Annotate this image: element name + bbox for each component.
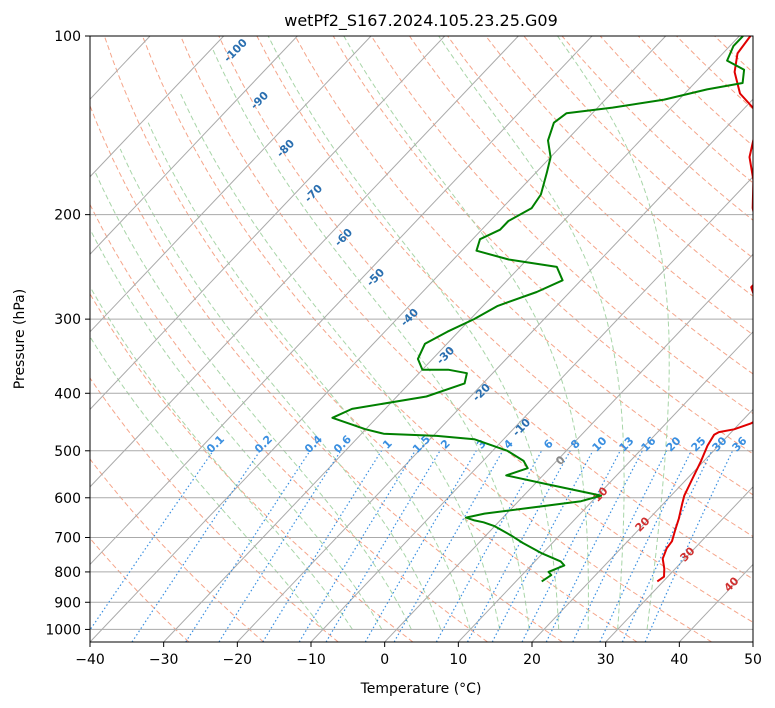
isotherm-line	[90, 36, 667, 642]
x-tick-label: 50	[744, 652, 762, 668]
y-tick-label: 600	[54, 491, 81, 507]
y-tick-label: 200	[54, 208, 81, 224]
dry-adiabat-line	[90, 104, 563, 642]
dry-adiabat-line	[90, 458, 264, 642]
moist-adiabat-line	[90, 335, 324, 630]
moist-adiabat-line	[212, 48, 530, 630]
y-axis-ticks: 100 200 300 400 500 600 700 800 900 1000	[45, 29, 90, 638]
isotherm-line	[90, 36, 372, 333]
dry-adiabat-line	[180, 36, 753, 623]
moist-adiabat-line	[438, 36, 625, 630]
isotherm-line	[457, 331, 753, 642]
moist-adiabat-line	[147, 122, 471, 630]
isotherm-line	[90, 36, 298, 256]
moist-adiabat-line	[267, 36, 560, 630]
x-tick-label: −20	[223, 652, 253, 668]
mixing-ratio-line	[491, 450, 594, 642]
y-tick-label: 900	[54, 595, 81, 611]
mixing-ratio-line	[131, 450, 261, 642]
mixing-ratio-line	[298, 450, 416, 642]
plot-frame	[89, 35, 754, 643]
isotherms	[90, 36, 753, 642]
mixing-ratio-line	[218, 450, 342, 642]
dry-adiabat-line	[90, 537, 190, 642]
profile-series	[331, 36, 753, 583]
moist-adiabat-line	[179, 93, 501, 630]
x-tick-label: 10	[449, 652, 467, 668]
x-tick-label: −40	[75, 652, 105, 668]
dry-adiabat-line	[103, 36, 638, 642]
y-tick-label: 100	[54, 29, 81, 45]
y-tick-label: 300	[54, 312, 81, 328]
moist-adiabat-line	[95, 172, 412, 630]
dewpoint-profile-line	[331, 36, 746, 583]
isotherm-line	[90, 36, 446, 411]
isotherm-line	[605, 486, 753, 642]
mixing-ratio-line	[545, 450, 643, 642]
plot-area	[90, 36, 753, 642]
x-axis-label: Temperature (°C)	[360, 681, 482, 697]
mixing-ratio-line	[435, 450, 543, 642]
moist-adiabat-line	[343, 36, 589, 630]
isotherm-line	[90, 36, 519, 488]
mixing-ratio-line	[90, 450, 214, 631]
x-tick-label: 0	[380, 652, 389, 668]
dry-adiabat-line	[142, 36, 712, 642]
dry-adiabat-line	[90, 203, 488, 642]
mixing-ratio-line	[466, 450, 571, 642]
x-tick-label: −30	[149, 652, 179, 668]
dry-adiabat-line	[218, 36, 753, 580]
dry-adiabat-line	[409, 36, 753, 375]
y-tick-label: 400	[54, 386, 81, 402]
dry-adiabat-line	[370, 36, 753, 415]
isotherm-line	[531, 408, 753, 642]
isotherm-line	[90, 36, 593, 566]
isotherm-line	[90, 36, 225, 178]
isotherm-line	[384, 253, 753, 642]
isotherm-line	[163, 36, 740, 642]
x-axis-ticks: −40 −30 −20 −10 0 10 20 30 40 50	[75, 642, 762, 668]
x-tick-label: 40	[670, 652, 688, 668]
isotherm-line	[236, 98, 753, 642]
isobars	[90, 36, 753, 630]
moist-adiabat-line	[557, 36, 670, 630]
dry-adiabat-line	[294, 36, 753, 496]
y-tick-label: 700	[54, 531, 81, 547]
x-tick-label: −10	[296, 652, 326, 668]
mixing-ratio-lines	[90, 450, 734, 642]
mixing-ratio-line	[185, 450, 311, 642]
y-tick-label: 1000	[45, 622, 81, 638]
x-tick-label: 30	[597, 652, 615, 668]
y-tick-label: 800	[54, 565, 81, 581]
y-tick-label: 500	[54, 444, 81, 460]
isotherm-line	[310, 176, 753, 642]
temperature-profile-line	[656, 36, 753, 583]
x-tick-label: 20	[523, 652, 541, 668]
mixing-ratio-line	[572, 450, 668, 642]
dry-adiabats	[90, 36, 753, 642]
y-axis-label: Pressure (hPa)	[12, 289, 28, 389]
chart-title: wetPf2_S167.2024.105.23.25.G09	[284, 11, 558, 31]
dry-adiabat-line	[485, 36, 753, 297]
